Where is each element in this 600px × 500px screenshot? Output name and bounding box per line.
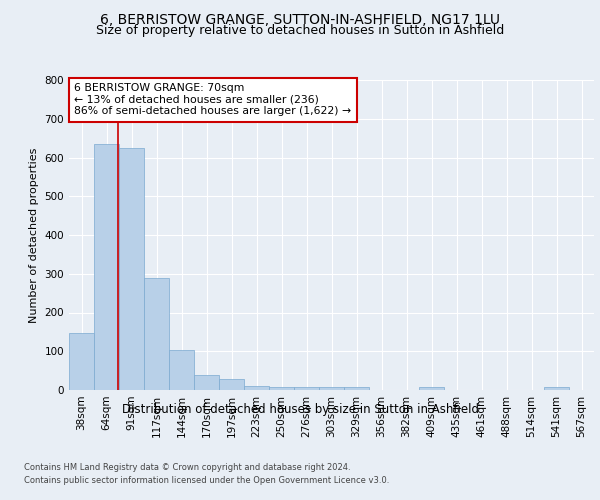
Text: Contains HM Land Registry data © Crown copyright and database right 2024.: Contains HM Land Registry data © Crown c… — [24, 462, 350, 471]
Bar — [119, 148, 144, 390]
Text: Size of property relative to detached houses in Sutton in Ashfield: Size of property relative to detached ho… — [96, 24, 504, 37]
Text: Contains public sector information licensed under the Open Government Licence v3: Contains public sector information licen… — [24, 476, 389, 485]
Bar — [69, 332, 94, 390]
Bar — [94, 144, 119, 390]
Bar — [144, 278, 169, 390]
Bar — [244, 386, 269, 390]
Bar — [319, 388, 344, 390]
Text: 6, BERRISTOW GRANGE, SUTTON-IN-ASHFIELD, NG17 1LU: 6, BERRISTOW GRANGE, SUTTON-IN-ASHFIELD,… — [100, 12, 500, 26]
Bar — [194, 374, 219, 390]
Y-axis label: Number of detached properties: Number of detached properties — [29, 148, 39, 322]
Bar — [419, 388, 444, 390]
Bar — [344, 388, 369, 390]
Bar — [269, 386, 294, 390]
Bar — [544, 388, 569, 390]
Text: Distribution of detached houses by size in Sutton in Ashfield: Distribution of detached houses by size … — [121, 402, 479, 415]
Bar — [169, 350, 194, 390]
Bar — [294, 386, 319, 390]
Text: 6 BERRISTOW GRANGE: 70sqm
← 13% of detached houses are smaller (236)
86% of semi: 6 BERRISTOW GRANGE: 70sqm ← 13% of detac… — [74, 83, 352, 116]
Bar — [219, 379, 244, 390]
